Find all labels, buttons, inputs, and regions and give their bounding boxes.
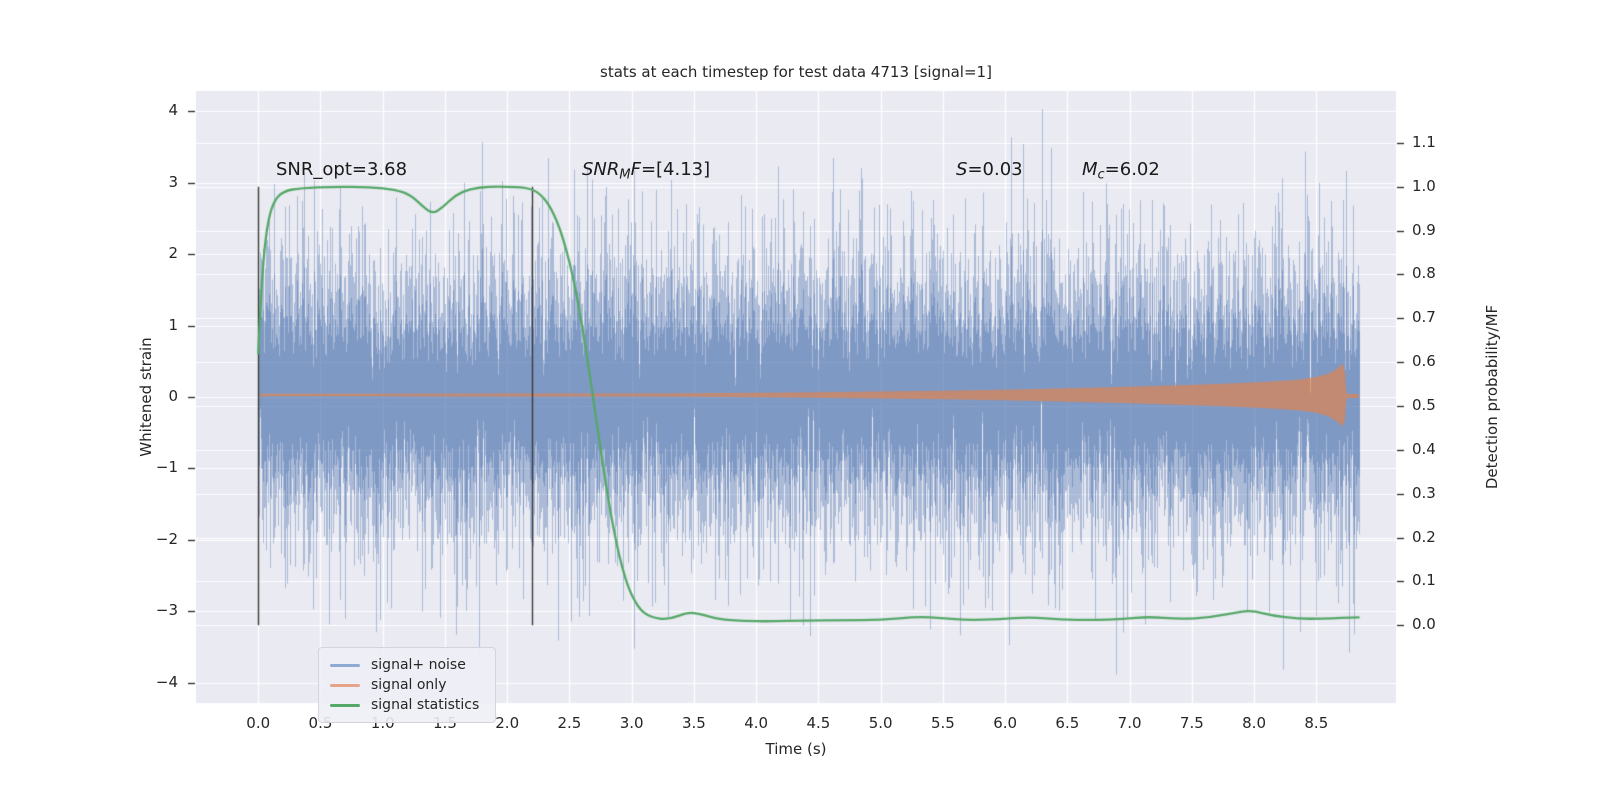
x-tick-label: 2.0 [495,714,520,732]
annotation-mc: Mc=6.02 [1082,159,1160,183]
x-tick-label: 8.0 [1242,714,1266,732]
annotation-snr-mf-post: =[4.13] [640,159,711,180]
x-tick-label: 3.5 [681,714,706,732]
legend-item-signal-noise: signal+ noise [330,655,479,675]
right-y-tick-label: 0.8 [1412,264,1436,283]
chart-title: stats at each timestep for test data 471… [600,63,992,81]
x-tick-label: 5.5 [930,714,955,732]
annotation-s-pre: S [956,159,968,180]
left-y-tick-label: −1 [155,458,178,477]
annotation-s: S=0.03 [956,159,1023,180]
annotation-mc-sub: c [1097,167,1105,183]
legend: signal+ noise signal only signal statist… [318,647,497,723]
right-y-tick-label: 1.0 [1412,176,1436,195]
x-tick-label: 2.5 [557,714,582,732]
left-y-tick-label: −3 [155,601,178,620]
right-y-tick-label: 0.5 [1412,395,1436,414]
x-tick-label: 7.5 [1179,714,1204,732]
legend-label: signal only [371,677,447,693]
annotation-snr-opt-text: SNR_opt=3.68 [276,159,408,180]
legend-label: signal statistics [371,697,480,713]
left-y-tick-label: 4 [168,101,178,120]
right-y-tick-label: 1.1 [1412,132,1436,151]
x-tick-label: 4.0 [744,714,769,732]
annotation-mc-pre: M [1082,159,1098,180]
x-tick-label: 8.5 [1304,714,1329,732]
right-y-tick-label: 0.6 [1412,352,1436,371]
legend-line-signal-only-icon [330,683,360,687]
left-y-tick-label: 0 [168,387,178,405]
right-y-tick-label: 0.0 [1412,615,1436,634]
legend-label: signal+ noise [371,657,466,673]
left-y-tick-label: −4 [155,672,178,691]
right-y-tick-label: 0.2 [1412,527,1436,546]
left-y-tick-label: 1 [168,315,178,334]
x-tick-label: 7.0 [1117,714,1142,732]
annotation-snr-mf-mid: F [630,159,641,180]
legend-item-signal-statistics: signal statistics [330,695,479,715]
annotation-mc-post: =6.02 [1104,159,1160,180]
annotation-s-post: =0.03 [967,159,1023,180]
right-y-axis-label: Detection probability/MF [1483,304,1501,490]
x-tick-label: 0.0 [246,714,271,732]
x-tick-label: 5.0 [868,714,893,732]
left-y-tick-label: 3 [168,172,178,191]
annotation-snr-mf: SNRMF=[4.13] [582,159,710,183]
right-y-tick-label: 0.7 [1412,308,1436,327]
left-y-tick-label: 2 [168,244,178,262]
right-y-tick-label: 0.1 [1412,571,1436,590]
annotation-snr-mf-sub: M [619,167,631,183]
right-y-tick-label: 0.9 [1412,220,1436,239]
x-axis-label: Time (s) [765,740,827,758]
x-tick-label: 6.5 [1055,714,1080,732]
x-tick-label: 4.5 [806,714,831,732]
left-y-tick-label: −2 [155,529,178,548]
right-y-tick-label: 0.4 [1412,439,1436,458]
legend-item-signal-only: signal only [330,675,479,695]
right-y-tick-label: 0.3 [1412,483,1436,502]
x-tick-label: 3.0 [619,714,644,732]
annotation-snr-opt: SNR_opt=3.68 [276,159,407,180]
legend-line-signal-statistics-icon [330,703,360,707]
legend-line-signal-noise-icon [330,663,360,667]
annotation-snr-mf-pre: SNR [582,159,620,180]
x-tick-label: 6.0 [993,714,1018,732]
